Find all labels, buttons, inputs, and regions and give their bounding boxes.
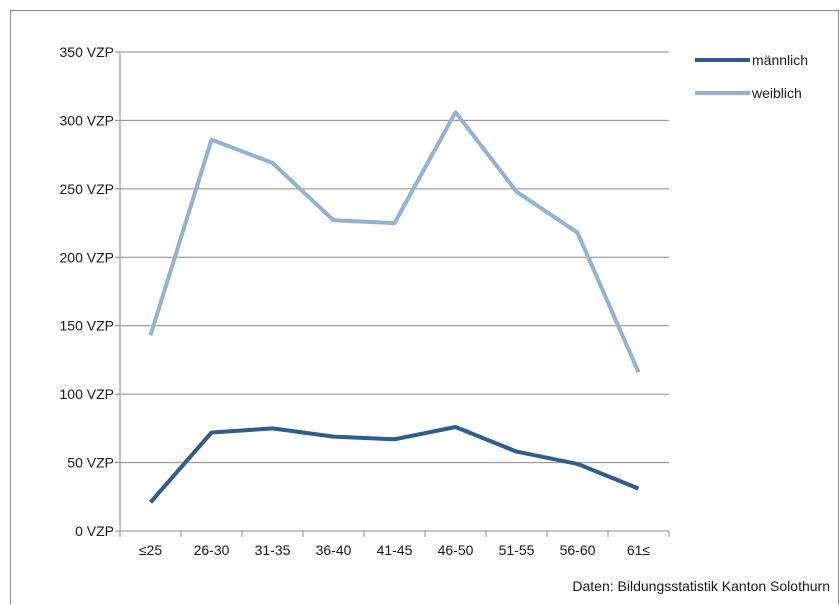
x-tick-label: ≤25 <box>139 542 162 558</box>
y-tick-label: 350 VZP <box>60 44 114 60</box>
grid-lines <box>120 51 669 464</box>
chart-frame <box>10 10 839 604</box>
data-source-note: Daten: Bildungsstatistik Kanton Solothur… <box>572 578 830 594</box>
y-tick-label: 150 VZP <box>60 318 114 334</box>
x-tick-label: 31-35 <box>255 542 291 558</box>
x-tick-label: 46-50 <box>438 542 474 558</box>
x-tick-label: 26-30 <box>194 542 230 558</box>
x-tick-labels: ≤25 26-30 31-35 36-40 41-45 46-50 51-55 56-60 61… <box>139 542 651 558</box>
y-tick-label: 250 VZP <box>60 181 114 197</box>
legend-label-männlich: männlich <box>752 52 808 68</box>
legend-label-weiblich: weiblich <box>751 85 802 101</box>
y-tick-labels: 0 VZP 50 VZP 100 VZP 150 VZP 200 VZP 250 VZP 3… <box>60 44 114 539</box>
series-line-männlich <box>148 425 640 504</box>
x-tick-label: 36-40 <box>316 542 352 558</box>
axes <box>115 51 670 537</box>
y-tick-label: 0 VZP <box>75 523 114 539</box>
legend: männlich weiblich <box>695 52 808 101</box>
y-tick-label: 50 VZP <box>67 455 114 471</box>
y-tick-label: 300 VZP <box>60 112 114 128</box>
series-lines <box>148 110 641 504</box>
x-tick-label: 56-60 <box>560 542 596 558</box>
x-tick-label: 61≤ <box>627 542 651 558</box>
y-tick-label: 200 VZP <box>60 249 114 265</box>
series-line-weiblich <box>148 110 641 374</box>
y-tick-label: 100 VZP <box>60 386 114 402</box>
x-tick-label: 41-45 <box>377 542 413 558</box>
x-tick-label: 51-55 <box>499 542 535 558</box>
